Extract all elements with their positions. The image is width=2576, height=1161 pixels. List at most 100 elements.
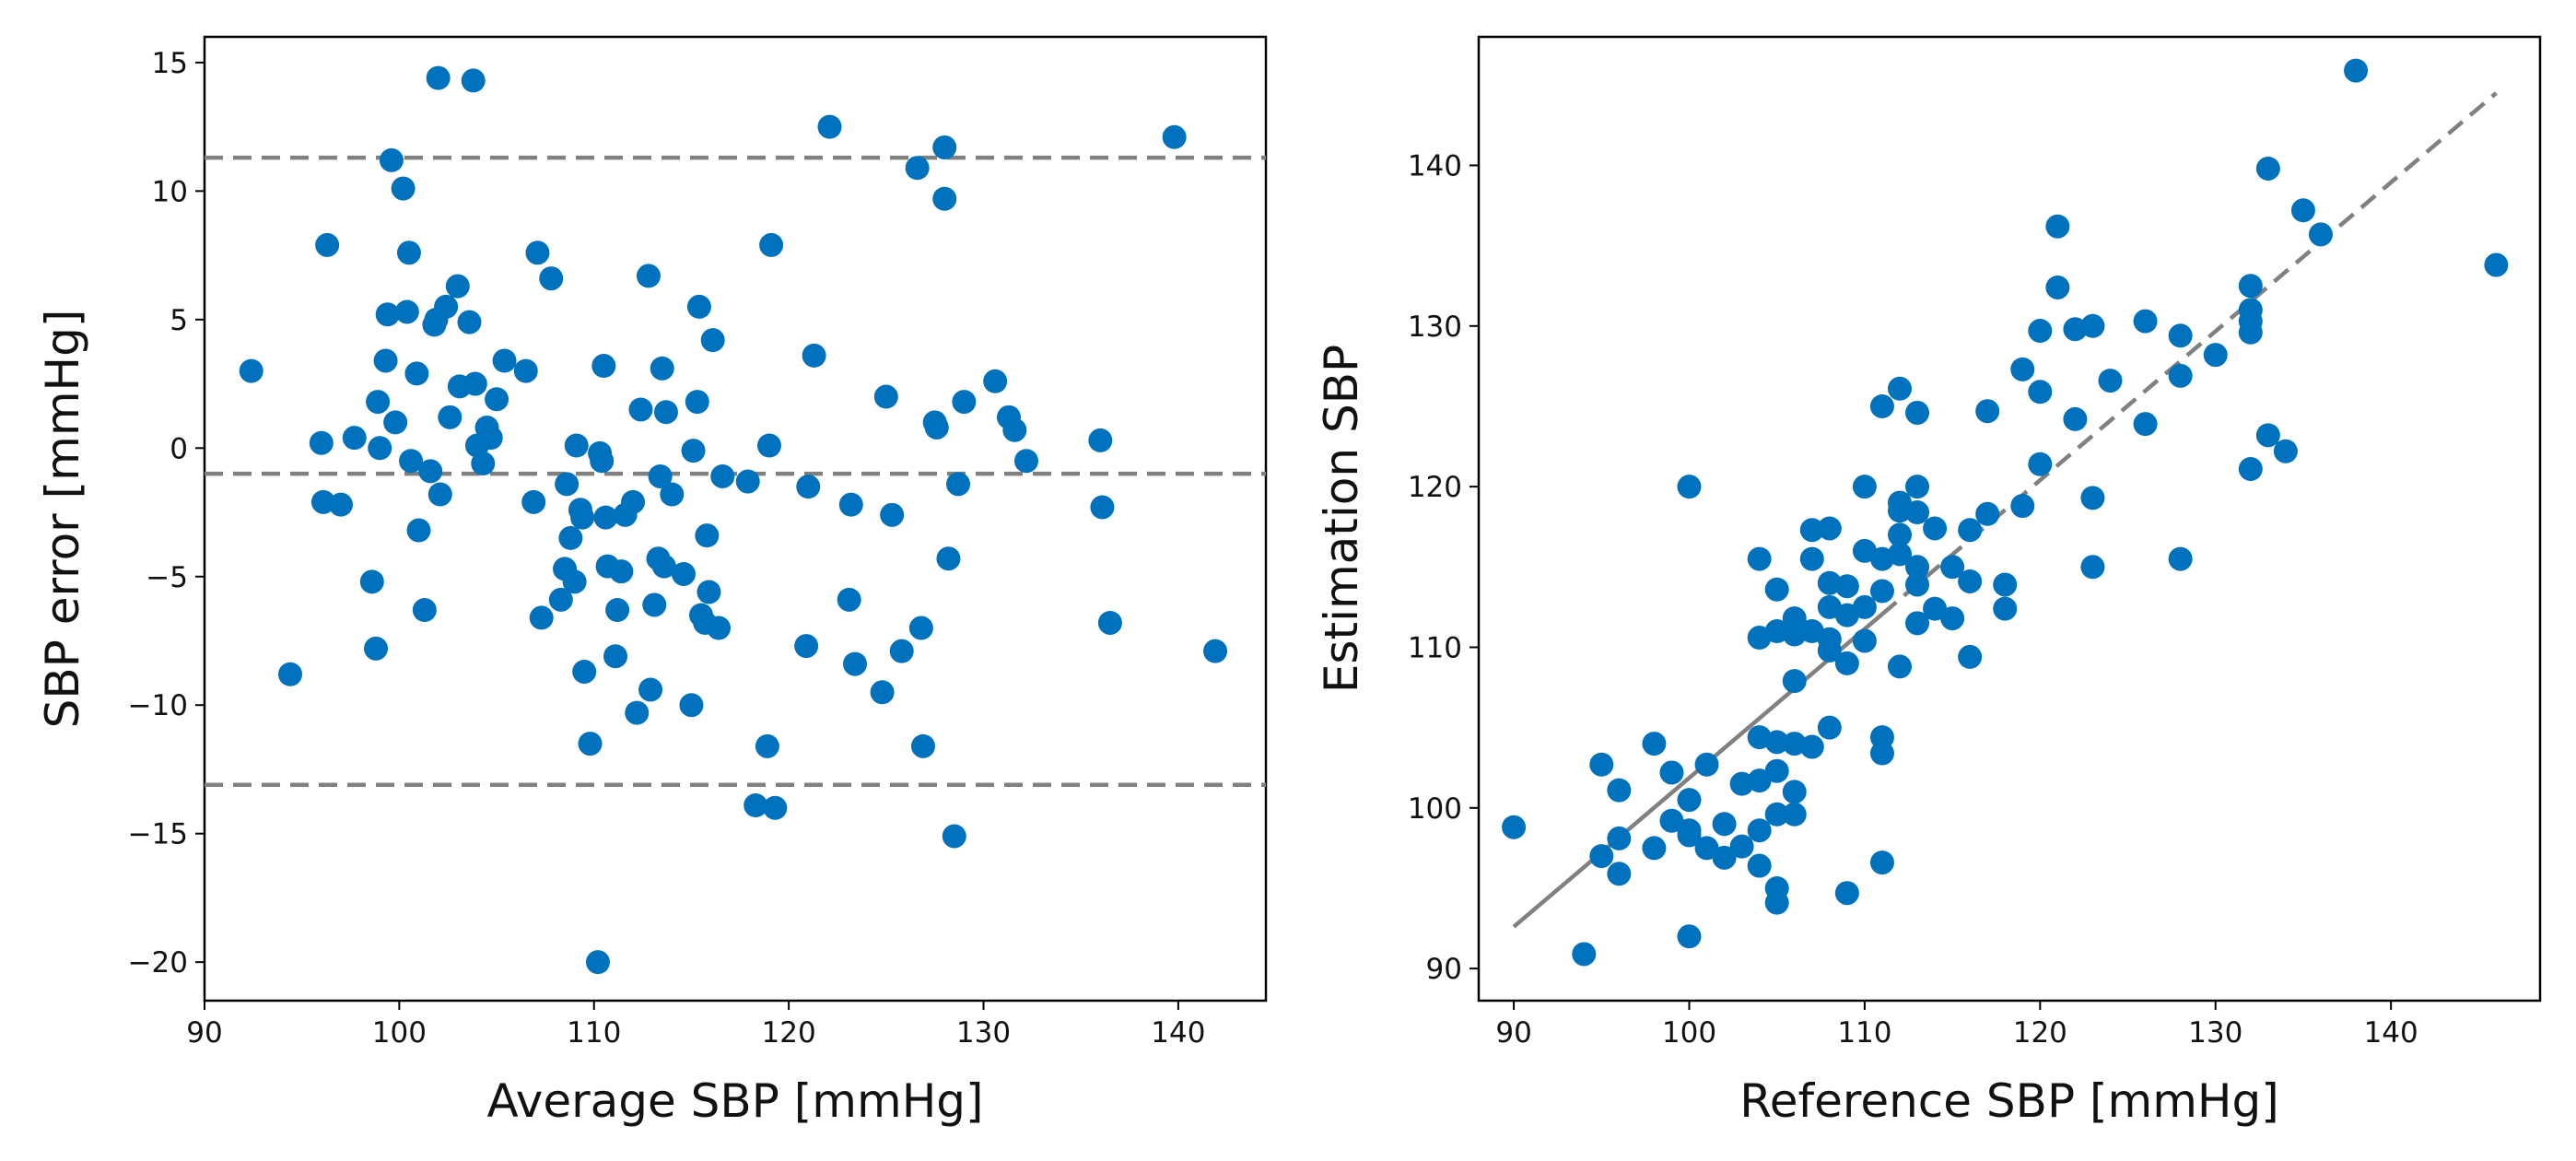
data-point [1782,780,1807,804]
data-point [2484,252,2509,277]
data-point [628,397,653,422]
data-point [802,343,826,368]
x-tick-label: 140 [1151,1016,1205,1050]
data-point [1817,638,1842,663]
data-point [555,472,580,497]
data-point [1589,844,1614,869]
data-point [763,795,788,820]
data-point [1905,572,1930,597]
data-point [1834,574,1859,599]
data-point [2080,486,2105,510]
data-point [1002,417,1027,442]
data-point [438,405,463,429]
data-point [379,147,404,172]
data-point [2133,309,2158,334]
data-point [1747,853,1772,878]
data-point [375,302,400,327]
data-point [1975,501,2000,526]
data-point [1659,808,1684,833]
data-point [1589,752,1614,777]
data-point [1764,890,1789,915]
data-point [707,616,732,640]
data-point [2290,198,2315,223]
data-point [924,415,949,440]
data-point [1694,836,1719,861]
data-point [1958,518,1983,543]
data-point [755,733,779,758]
data-point [686,294,711,319]
data-point [1958,644,1983,669]
data-point [700,328,725,353]
estimation-vs-reference-plot: 90 100 110 120 130 140 90 100 110 120 130 140 Refe… [1315,35,2542,1128]
data-point [1607,778,1632,803]
x-ticks: 90 100 110 120 130 140 [1495,1001,2418,1050]
x-axis-title: Reference SBP [mmHg] [1739,1074,2279,1128]
y-tick-label: 0 [170,432,188,465]
data-point [794,634,819,659]
data-point [1940,606,1965,631]
data-point [412,598,437,623]
data-point [946,472,971,497]
data-point [697,580,721,604]
data-point [1869,393,1894,418]
y-ticks: 90 100 110 120 130 140 [1408,149,1479,986]
data-point [796,475,821,499]
data-point [471,452,496,476]
data-point [1764,730,1789,755]
data-point [2168,363,2193,388]
data-point [648,463,673,488]
data-point [434,294,459,319]
data-point [2010,357,2035,381]
data-point [478,426,503,451]
data-point [418,459,443,484]
data-point [525,240,550,265]
data-point [1764,802,1789,827]
data-point [1607,826,1632,850]
data-point [653,400,678,425]
data-point [1607,862,1632,886]
y-tick-label: 90 [1426,953,1462,986]
data-point [2080,313,2105,338]
data-point [570,505,595,530]
data-point [1993,572,2018,597]
data-point [539,266,564,291]
data-point [1502,815,1527,839]
data-point [1729,834,1754,859]
data-point [2255,156,2280,181]
data-point [1097,610,1122,635]
data-point [1642,732,1667,756]
data-point [952,390,977,415]
data-point [759,232,784,257]
data-point [1993,596,2018,621]
data-point [1852,594,1877,619]
data-point [445,274,470,299]
y-tick-label: −5 [146,561,188,594]
data-point [842,651,867,676]
data-point [1572,942,1597,967]
data-point [1799,518,1824,543]
data-point [359,569,384,594]
x-axis-title: Average SBP [mmHg] [486,1074,983,1128]
x-tick-label: 90 [186,1016,222,1050]
data-point [1817,516,1842,541]
data-point [1088,428,1113,452]
data-point [880,502,905,527]
data-point [529,605,554,630]
data-points [239,65,1228,975]
data-point [427,482,452,507]
y-tick-label: −20 [128,946,188,979]
data-point [2238,320,2263,345]
plot-frame [1477,35,2542,1003]
fit-line [1512,91,2498,929]
data-point [1764,577,1789,602]
data-point [756,433,781,458]
fit-line-dashed-segment [1880,91,2498,616]
data-point [578,732,603,756]
data-point [1923,516,1948,541]
data-point [936,546,961,571]
data-point [603,644,628,669]
data-point [1162,124,1187,149]
data-point [572,659,597,684]
data-point [870,680,895,705]
